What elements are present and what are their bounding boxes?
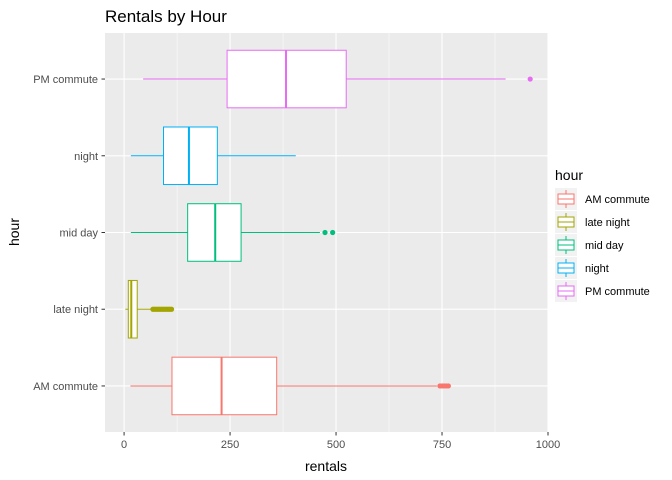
y-tick-label: night: [74, 151, 98, 163]
x-axis-title: rentals: [305, 458, 347, 474]
y-tick-label: mid day: [59, 228, 98, 240]
iqr-box: [171, 356, 278, 416]
chart-title: Rentals by Hour: [105, 7, 227, 26]
outlier-point: [527, 76, 533, 82]
y-tick-label: late night: [53, 304, 98, 316]
x-tick-label: 0: [121, 439, 127, 451]
x-tick-label: 750: [433, 439, 451, 451]
iqr-box: [163, 126, 218, 186]
y-tick-label: PM commute: [33, 74, 98, 86]
legend: hour AM commute late night mid day night PM …: [555, 167, 650, 302]
box-late-night: [125, 279, 175, 339]
box-pm-commute: [143, 49, 533, 109]
x-tick-label: 1000: [536, 439, 560, 451]
iqr-box: [127, 279, 138, 339]
legend-item-am-commute: AM commute: [555, 188, 650, 210]
legend-item-mid-day: mid day: [555, 234, 624, 256]
legend-label: mid day: [585, 240, 624, 252]
x-tick-label: 500: [327, 439, 345, 451]
legend-title: hour: [555, 167, 583, 183]
legend-label: PM commute: [585, 286, 650, 298]
legend-label: night: [585, 263, 609, 275]
legend-label: late night: [585, 217, 630, 229]
y-axis-ticks: AM commute late night mid day night PM commu…: [33, 74, 105, 393]
outlier-point: [322, 229, 328, 236]
outlier-point: [330, 229, 336, 236]
box-am-commute: [130, 356, 451, 416]
legend-item-pm-commute: PM commute: [555, 280, 650, 302]
legend-item-night: night: [555, 257, 609, 279]
outlier-point: [168, 306, 175, 312]
legend-label: AM commute: [585, 194, 650, 206]
box-night: [130, 126, 296, 186]
x-axis-ticks: 0 250 500 750 1000: [121, 432, 560, 451]
y-tick-label: AM commute: [33, 381, 98, 393]
legend-items: AM commute late night mid day night PM commu…: [555, 188, 650, 302]
boxplot-series: [125, 49, 533, 416]
x-tick-label: 250: [221, 439, 239, 451]
outlier-point: [445, 383, 451, 389]
y-axis-title: hour: [6, 218, 22, 246]
box-mid-day: [130, 203, 336, 262]
legend-item-late-night: late night: [555, 211, 630, 233]
